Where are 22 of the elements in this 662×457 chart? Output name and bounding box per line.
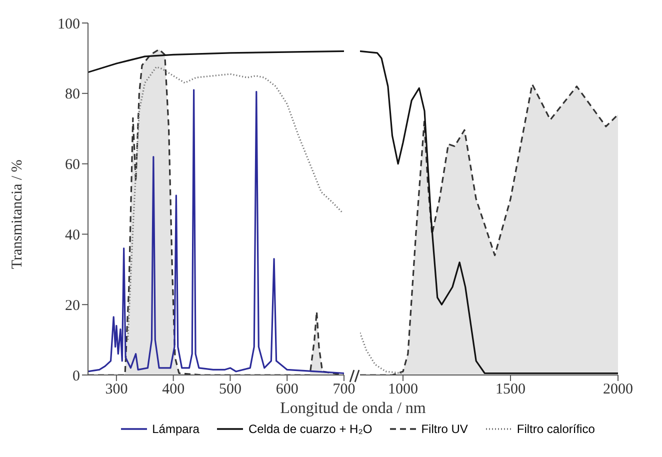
x-axis-title: Longitud de onda / nm (279, 400, 427, 418)
x-tick-label: 300 (105, 382, 128, 398)
x-tick-label: 700 (332, 382, 356, 398)
line-series (88, 50, 344, 74)
y-tick-label: 20 (65, 298, 80, 314)
x-tick-label: 1000 (388, 382, 418, 398)
legend-label: Filtro calorífico (516, 422, 595, 436)
y-tick-label: 80 (65, 86, 80, 103)
x-tick-label: 600 (276, 382, 298, 398)
y-tick-label: 100 (58, 16, 80, 32)
line-series (127, 66, 344, 341)
legend-label: Lámpara (152, 422, 200, 436)
legend-label: Filtro UV (421, 422, 468, 436)
legend-label: Celda de cuarzo + H₂O (248, 422, 372, 436)
y-tick-label: 40 (65, 228, 80, 244)
y-tick-label: 60 (65, 157, 80, 174)
x-tick-label: 2000 (603, 382, 633, 398)
x-tick-label: 1500 (496, 382, 526, 398)
y-tick-label: 0 (72, 368, 80, 384)
x-tick-label: 500 (218, 382, 242, 398)
y-axis-title: Transmitancia / % (9, 160, 26, 269)
x-tick-label: 400 (162, 382, 185, 398)
